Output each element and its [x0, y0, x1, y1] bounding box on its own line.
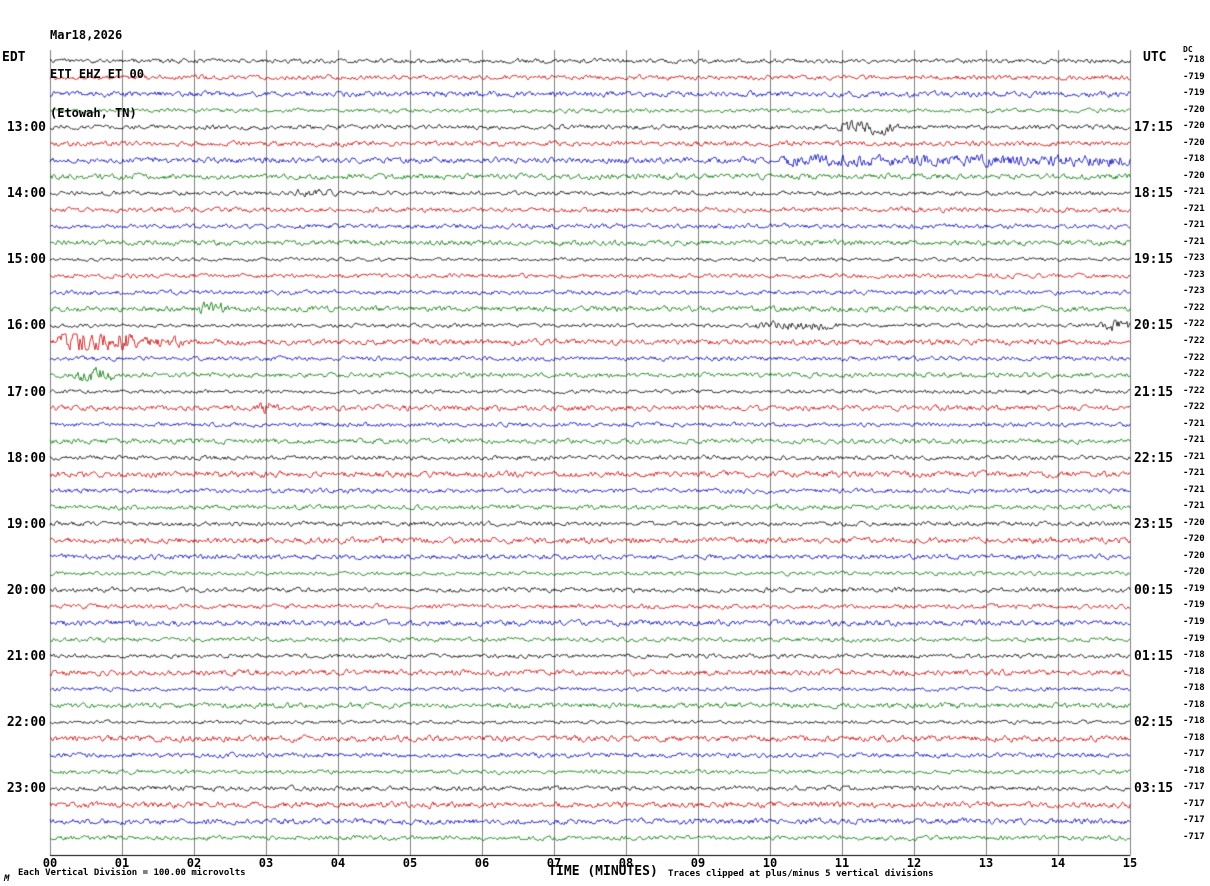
edt-hour-label: 13:00 [6, 120, 46, 136]
dc-axis-label: DC [1183, 45, 1193, 54]
dc-value: -718 [1183, 666, 1205, 677]
edt-hour-label: 17:00 [6, 384, 46, 400]
dc-value: -718 [1183, 154, 1205, 165]
x-tick-label: 04 [330, 856, 346, 870]
x-tick-label: 11 [834, 856, 850, 870]
dc-value: -723 [1183, 253, 1205, 264]
x-tick-label: 12 [906, 856, 922, 870]
dc-value: -722 [1183, 385, 1205, 396]
dc-value: -718 [1183, 683, 1205, 694]
dc-value: -723 [1183, 286, 1205, 297]
x-tick-label: 06 [474, 856, 490, 870]
dc-value: -718 [1183, 699, 1205, 710]
dc-value: -719 [1183, 617, 1205, 628]
x-axis-title: TIME (MINUTES) [548, 864, 658, 879]
dc-value: -718 [1183, 716, 1205, 727]
edt-axis-label: EDT [2, 50, 26, 65]
dc-value: -723 [1183, 269, 1205, 280]
title-block: Mar18,2026 ETT EHZ ET 00 (Etowah, TN) [50, 3, 144, 146]
dc-value: -721 [1183, 236, 1205, 247]
dc-value: -717 [1183, 782, 1205, 793]
title-station: ETT EHZ ET 00 [50, 67, 144, 81]
utc-hour-label: 00:15 [1134, 582, 1174, 598]
dc-value: -721 [1183, 435, 1205, 446]
x-tick-label: 03 [258, 856, 274, 870]
dc-value: -719 [1183, 583, 1205, 594]
utc-hour-label: 23:15 [1134, 516, 1174, 532]
utc-hour-label: 17:15 [1134, 120, 1174, 136]
dc-value: -722 [1183, 402, 1205, 413]
dc-value: -721 [1183, 501, 1205, 512]
dc-value: -720 [1183, 550, 1205, 561]
dc-value: -722 [1183, 319, 1205, 330]
dc-value: -718 [1183, 650, 1205, 661]
edt-hour-label: 23:00 [6, 781, 46, 797]
dc-value: -718 [1183, 55, 1205, 65]
dc-value: -721 [1183, 187, 1205, 198]
title-date: Mar18,2026 [50, 28, 123, 42]
x-tick-label: 08 [618, 856, 634, 870]
dc-value: -722 [1183, 352, 1205, 363]
utc-hour-label: 19:15 [1134, 252, 1174, 268]
x-tick-label: 05 [402, 856, 418, 870]
dc-value: -721 [1183, 220, 1205, 231]
dc-value: -719 [1183, 71, 1205, 82]
x-tick-label: 14 [1050, 856, 1066, 870]
x-tick-label: 09 [690, 856, 706, 870]
utc-hour-label: 22:15 [1134, 450, 1174, 466]
dc-value: -719 [1183, 633, 1205, 644]
edt-hour-label: 21:00 [6, 649, 46, 665]
utc-hour-label: 21:15 [1134, 384, 1174, 400]
x-tick-label: 00 [42, 856, 58, 870]
utc-hour-label: 20:15 [1134, 318, 1174, 334]
dc-value: -720 [1183, 517, 1205, 528]
edt-hour-label: 14:00 [6, 186, 46, 202]
dc-value: -722 [1183, 302, 1205, 313]
utc-hour-label: 18:15 [1134, 186, 1174, 202]
edt-hour-label: 22:00 [6, 715, 46, 731]
dc-value: -717 [1183, 831, 1205, 842]
dc-value: -717 [1183, 798, 1205, 809]
x-tick-label: 07 [546, 856, 562, 870]
edt-hour-label: 18:00 [6, 450, 46, 466]
dc-value: -721 [1183, 418, 1205, 429]
dc-value: -720 [1183, 170, 1205, 181]
dc-value: -722 [1183, 369, 1205, 380]
edt-hour-label: 15:00 [6, 252, 46, 268]
utc-hour-label: 03:15 [1134, 781, 1174, 797]
dc-value: -718 [1183, 732, 1205, 743]
x-tick-label: 02 [186, 856, 202, 870]
dc-value: -720 [1183, 121, 1205, 132]
dc-value: -721 [1183, 451, 1205, 462]
dc-value: -722 [1183, 336, 1205, 346]
title-location: (Etowah, TN) [50, 106, 137, 120]
dc-value: -721 [1183, 484, 1205, 495]
dc-value: -718 [1183, 765, 1205, 776]
dc-value: -720 [1183, 567, 1205, 578]
edt-hour-label: 16:00 [6, 318, 46, 334]
footer-clip-note: Traces clipped at plus/minus 5 vertical … [668, 869, 934, 879]
utc-hour-label: 01:15 [1134, 649, 1174, 665]
edt-hour-label: 20:00 [6, 582, 46, 598]
dc-value: -719 [1183, 600, 1205, 611]
dc-value: -721 [1183, 468, 1205, 479]
dc-value: -720 [1183, 104, 1205, 115]
dc-value: -721 [1183, 203, 1205, 214]
edt-hour-label: 19:00 [6, 516, 46, 532]
x-tick-label: 01 [114, 856, 130, 870]
dc-value: -719 [1183, 88, 1205, 99]
utc-axis-label: UTC [1143, 50, 1167, 65]
x-tick-label: 13 [978, 856, 994, 870]
dc-value: -717 [1183, 749, 1205, 760]
logo-m: M [4, 874, 10, 884]
footer-scale-note: Each Vertical Division = 100.00 microvol… [18, 868, 246, 878]
dc-value: -720 [1183, 137, 1205, 148]
x-tick-label: 15 [1122, 856, 1138, 870]
utc-hour-label: 02:15 [1134, 715, 1174, 731]
dc-value: -717 [1183, 815, 1205, 826]
dc-value: -720 [1183, 534, 1205, 545]
x-tick-label: 10 [762, 856, 778, 870]
